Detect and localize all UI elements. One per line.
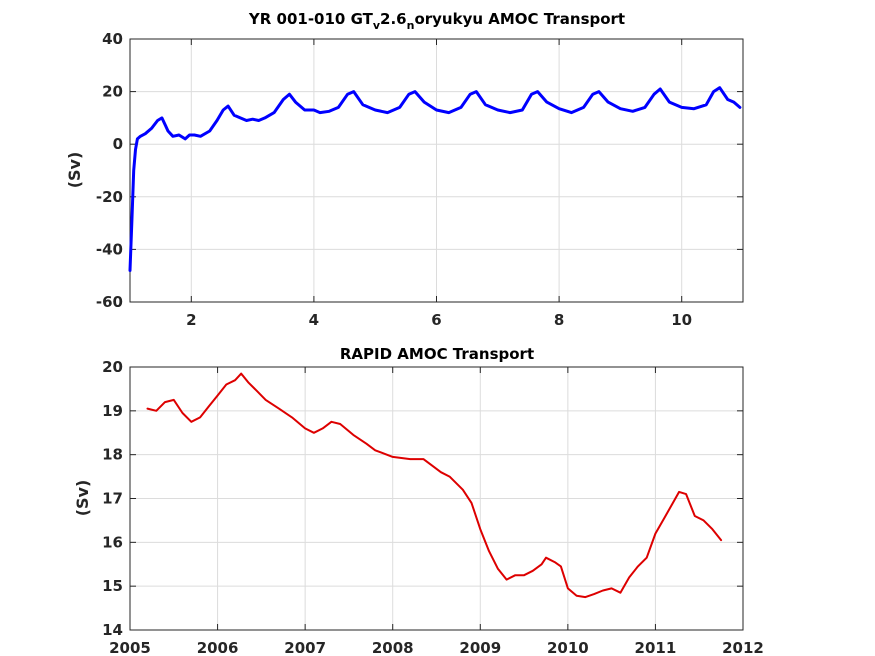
bottom-x-tick-label: 2010 <box>547 639 589 656</box>
bottom-y-tick-label: 19 <box>102 402 123 420</box>
top-y-tick-label: -60 <box>96 293 123 311</box>
top-y-tick-label: 0 <box>113 135 123 153</box>
top-x-tick-label: 8 <box>554 311 564 329</box>
bottom-y-tick-label: 18 <box>102 446 123 464</box>
top-y-tick-label: -20 <box>96 188 123 206</box>
bottom-series-line <box>146 372 723 599</box>
bottom-chart-ticks: 2005 2006 2007 2008 2009 2010 2011 2012 14 15 16 17… <box>102 358 764 656</box>
bottom-y-tick-label: 15 <box>102 577 123 595</box>
top-y-tick-label: 40 <box>102 30 123 48</box>
top-x-tick-label: 2 <box>186 311 196 329</box>
bottom-chart-y-axis-label: (Sv) <box>73 480 92 517</box>
top-chart-title: YR 001-010 GTv2.6noryukyu AMOC Transport <box>248 10 625 32</box>
top-y-tick-label: -40 <box>96 240 123 258</box>
top-x-tick-label: 4 <box>309 311 319 329</box>
bottom-x-tick-label: 2007 <box>284 639 326 656</box>
top-chart-ticks: 2 4 6 8 10 -60 -40 -20 0 20 40 <box>96 30 743 329</box>
bottom-x-tick-label: 2009 <box>459 639 501 656</box>
top-x-tick-label: 6 <box>431 311 441 329</box>
bottom-y-tick-label: 20 <box>102 358 123 376</box>
bottom-chart-grid <box>129 366 744 631</box>
top-chart-grid <box>130 38 743 303</box>
top-y-tick-label: 20 <box>102 83 123 101</box>
top-x-tick-label: 10 <box>671 311 692 329</box>
top-series-line <box>128 86 742 272</box>
bottom-x-tick-label: 2012 <box>722 639 764 656</box>
bottom-chart-panel: 2005 2006 2007 2008 2009 2010 2011 2012 14 15 16 17… <box>73 345 764 656</box>
bottom-y-tick-label: 14 <box>102 621 123 639</box>
top-chart-panel: 2 4 6 8 10 -60 -40 -20 0 20 40 YR 001-010 GTv2.6no… <box>65 10 744 329</box>
bottom-x-tick-label: 2011 <box>635 639 677 656</box>
bottom-y-tick-label: 16 <box>102 533 123 551</box>
bottom-x-tick-label: 2005 <box>109 639 151 656</box>
bottom-chart-title: RAPID AMOC Transport <box>340 345 534 363</box>
bottom-y-tick-label: 17 <box>102 490 123 508</box>
top-chart-y-axis-label: (Sv) <box>65 152 84 189</box>
bottom-x-tick-label: 2006 <box>197 639 239 656</box>
bottom-x-tick-label: 2008 <box>372 639 414 656</box>
